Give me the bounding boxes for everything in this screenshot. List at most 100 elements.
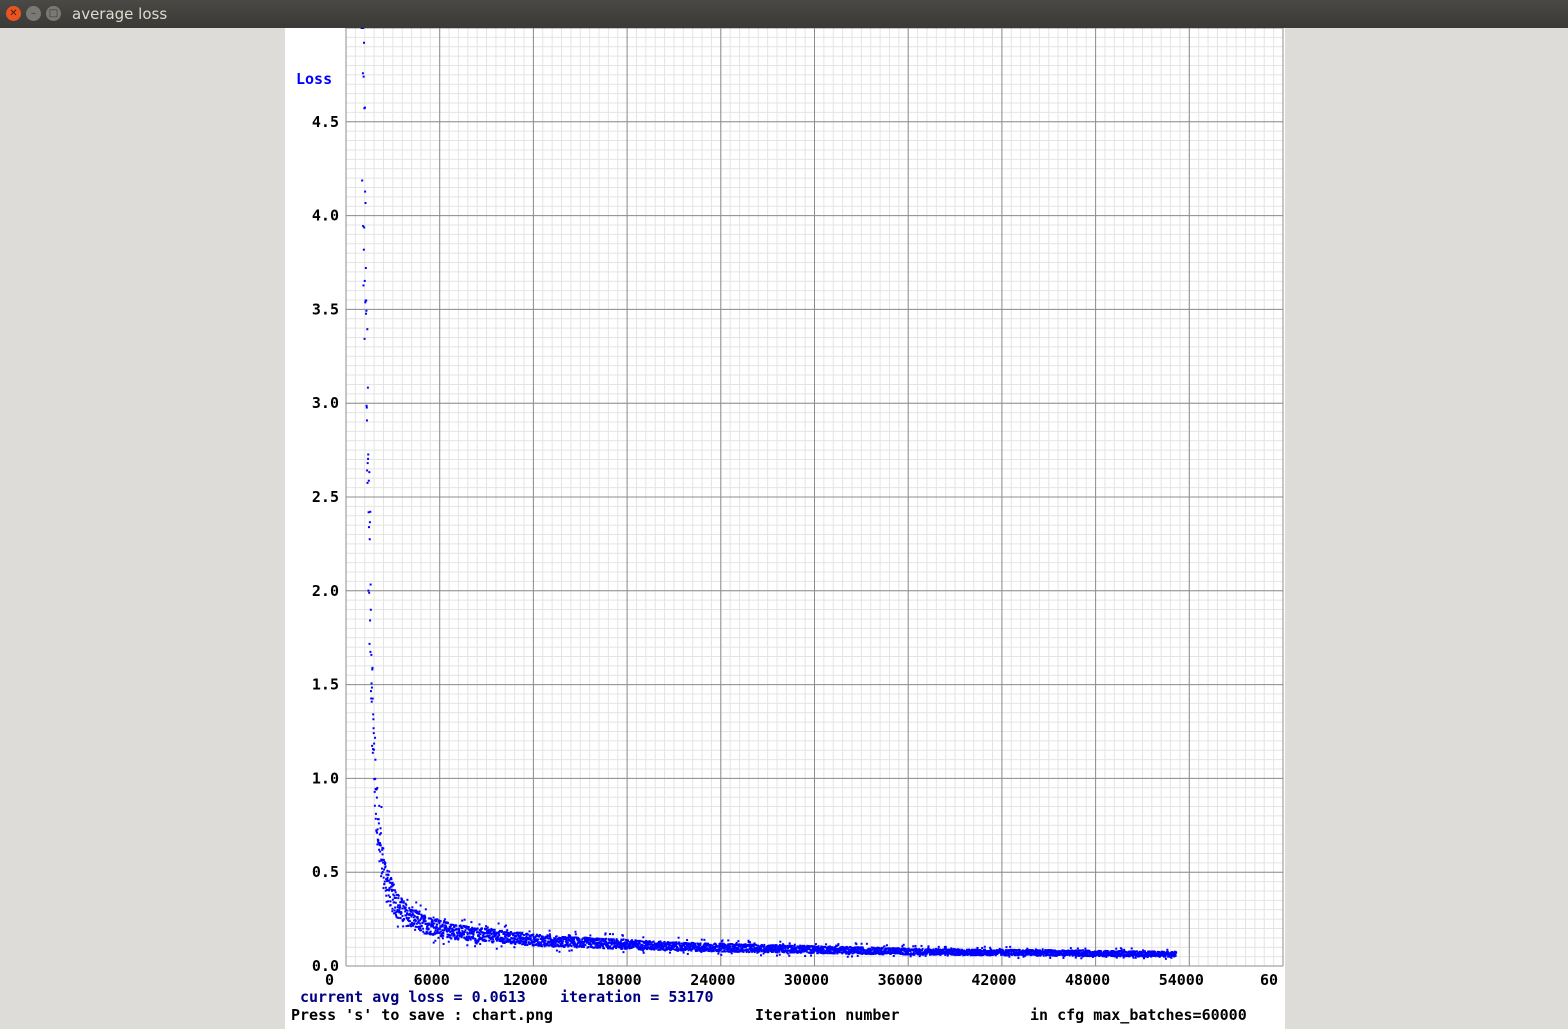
- loss-point: [393, 897, 396, 900]
- loss-point: [473, 937, 476, 940]
- loss-point: [486, 926, 489, 929]
- loss-point: [884, 950, 887, 953]
- loss-point: [363, 106, 366, 109]
- loss-point: [759, 954, 762, 957]
- loss-point: [1062, 954, 1065, 957]
- loss-point: [515, 934, 518, 937]
- loss-point: [375, 788, 378, 791]
- loss-point: [1038, 954, 1041, 957]
- loss-point: [595, 941, 598, 944]
- loss-chart: 0.00.51.01.52.02.53.03.54.04.50 6000 12000…: [296, 28, 1284, 989]
- loss-point: [609, 938, 612, 941]
- loss-point: [559, 943, 562, 946]
- loss-point: [507, 940, 510, 943]
- loss-point: [575, 937, 578, 940]
- loss-point: [459, 934, 462, 937]
- loss-point: [960, 950, 963, 953]
- loss-point: [657, 942, 660, 945]
- loss-point: [976, 947, 979, 950]
- loss-point: [412, 913, 415, 916]
- loss-point: [518, 940, 521, 943]
- close-icon[interactable]: ✕: [6, 6, 21, 21]
- loss-point: [622, 938, 625, 941]
- loss-point: [748, 941, 751, 944]
- loss-point: [1174, 954, 1177, 957]
- loss-point: [406, 912, 409, 915]
- loss-point: [811, 946, 814, 949]
- loss-point: [512, 934, 515, 937]
- loss-point: [377, 842, 380, 845]
- loss-point: [1016, 952, 1019, 955]
- loss-point: [1076, 947, 1079, 950]
- loss-point: [524, 943, 527, 946]
- loss-point: [604, 937, 607, 940]
- loss-point: [485, 931, 488, 934]
- loss-point: [1122, 956, 1125, 959]
- maximize-icon[interactable]: □: [46, 6, 61, 21]
- loss-point: [378, 833, 381, 836]
- loss-point: [658, 948, 661, 951]
- loss-point: [463, 936, 466, 939]
- loss-point: [408, 907, 411, 910]
- loss-point: [381, 853, 384, 856]
- loss-point: [570, 949, 573, 952]
- loss-point: [621, 945, 624, 948]
- loss-point: [872, 951, 875, 954]
- loss-point: [944, 947, 947, 950]
- loss-point: [634, 942, 637, 945]
- loss-point: [583, 940, 586, 943]
- loss-point: [605, 941, 608, 944]
- loss-point: [882, 953, 885, 956]
- loss-point: [642, 936, 645, 939]
- loss-point: [788, 942, 791, 945]
- loss-point: [593, 940, 596, 943]
- loss-point: [1044, 949, 1047, 952]
- loss-point: [790, 948, 793, 951]
- loss-point: [1051, 951, 1054, 954]
- loss-point: [538, 941, 541, 944]
- loss-point: [539, 944, 542, 947]
- loss-point: [478, 923, 481, 926]
- loss-point: [418, 925, 421, 928]
- loss-point: [738, 950, 741, 953]
- loss-point: [944, 950, 947, 953]
- x-tick-label: 0: [325, 971, 334, 989]
- loss-point: [913, 953, 916, 956]
- loss-point: [377, 822, 380, 825]
- loss-point: [793, 945, 796, 948]
- loss-point: [865, 942, 868, 945]
- loss-point: [410, 915, 413, 918]
- loss-point: [855, 948, 858, 951]
- loss-point: [856, 952, 859, 955]
- loss-point: [745, 949, 748, 952]
- loss-point: [909, 948, 912, 951]
- loss-point: [416, 925, 419, 928]
- loss-point: [376, 831, 379, 834]
- loss-point: [655, 947, 658, 950]
- loss-point: [540, 943, 543, 946]
- loss-point: [493, 935, 496, 938]
- loss-point: [545, 942, 548, 945]
- loss-point: [795, 949, 798, 952]
- loss-point: [979, 948, 982, 951]
- loss-point: [643, 945, 646, 948]
- loss-point: [721, 945, 724, 948]
- loss-point: [503, 932, 506, 935]
- loss-point: [714, 947, 717, 950]
- loss-point: [513, 932, 516, 935]
- loss-point: [871, 948, 874, 951]
- loss-point: [994, 950, 997, 953]
- loss-point: [512, 937, 515, 940]
- loss-point: [481, 938, 484, 941]
- loss-point: [522, 933, 525, 936]
- loss-point: [635, 939, 638, 942]
- loss-point: [1169, 954, 1172, 957]
- loss-point: [394, 906, 397, 909]
- loss-point: [491, 935, 494, 938]
- loss-point: [609, 933, 612, 936]
- loss-point: [815, 949, 818, 952]
- minimize-icon[interactable]: –: [26, 6, 41, 21]
- loss-point: [392, 889, 395, 892]
- loss-point: [837, 943, 840, 946]
- loss-point: [862, 948, 865, 951]
